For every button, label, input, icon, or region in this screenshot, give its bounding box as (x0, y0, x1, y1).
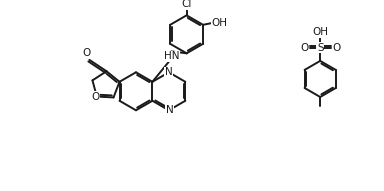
Text: N: N (166, 105, 174, 115)
Text: S: S (317, 43, 323, 53)
Text: O: O (92, 91, 100, 102)
Text: Cl: Cl (181, 0, 192, 9)
Text: N: N (165, 67, 173, 77)
Text: O: O (300, 43, 308, 53)
Text: O: O (83, 48, 91, 58)
Text: OH: OH (312, 28, 328, 37)
Text: OH: OH (211, 18, 227, 28)
Text: O: O (332, 43, 341, 53)
Text: HN: HN (164, 51, 179, 61)
